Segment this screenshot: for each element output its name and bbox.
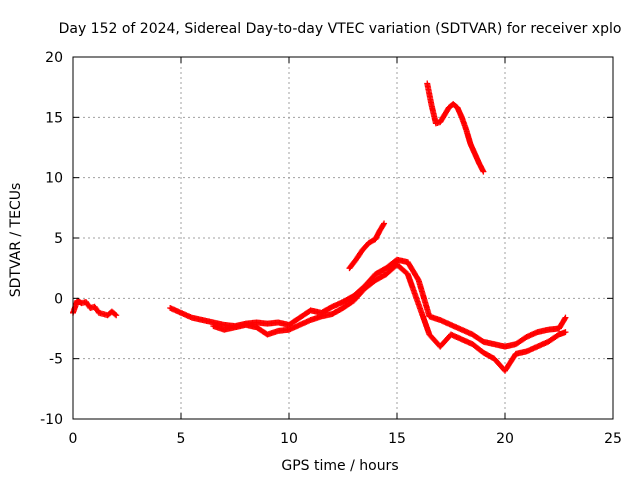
series-markers xyxy=(210,261,569,374)
series-segment-early xyxy=(70,297,120,319)
x-tick-label: 5 xyxy=(177,431,186,447)
y-tick-label: 0 xyxy=(54,291,63,307)
y-tick-label: 20 xyxy=(45,50,63,66)
y-axis-label: SDTVAR / TECUs xyxy=(8,183,24,298)
axes: 0 5 10 15 20 25 -10 -5 0 5 10 15 20 xyxy=(40,50,622,447)
x-tick-label: 20 xyxy=(496,431,514,447)
series-segment-main-upper xyxy=(167,256,569,350)
x-tick-label: 15 xyxy=(388,431,406,447)
series-segment-rising xyxy=(346,220,388,272)
x-tick-label: 10 xyxy=(280,431,298,447)
y-tick-label: 5 xyxy=(54,231,63,247)
grid xyxy=(73,57,613,419)
y-tick-label: 10 xyxy=(45,171,63,187)
x-axis-label: GPS time / hours xyxy=(281,458,398,474)
x-tick-label: 25 xyxy=(604,431,622,447)
x-tick-label: 0 xyxy=(69,431,78,447)
series-segment-high xyxy=(424,80,487,175)
y-tick-label: -10 xyxy=(40,412,63,428)
series-markers xyxy=(70,297,120,319)
y-tick-label: -5 xyxy=(49,352,63,368)
series-markers xyxy=(167,256,569,350)
series-segment-main-lower xyxy=(210,261,569,374)
y-tick-label: 15 xyxy=(45,110,63,126)
data-series xyxy=(70,80,569,374)
chart-title: Day 152 of 2024, Sidereal Day-to-day VTE… xyxy=(59,21,622,37)
series-markers xyxy=(346,220,388,272)
series-markers xyxy=(424,80,487,175)
